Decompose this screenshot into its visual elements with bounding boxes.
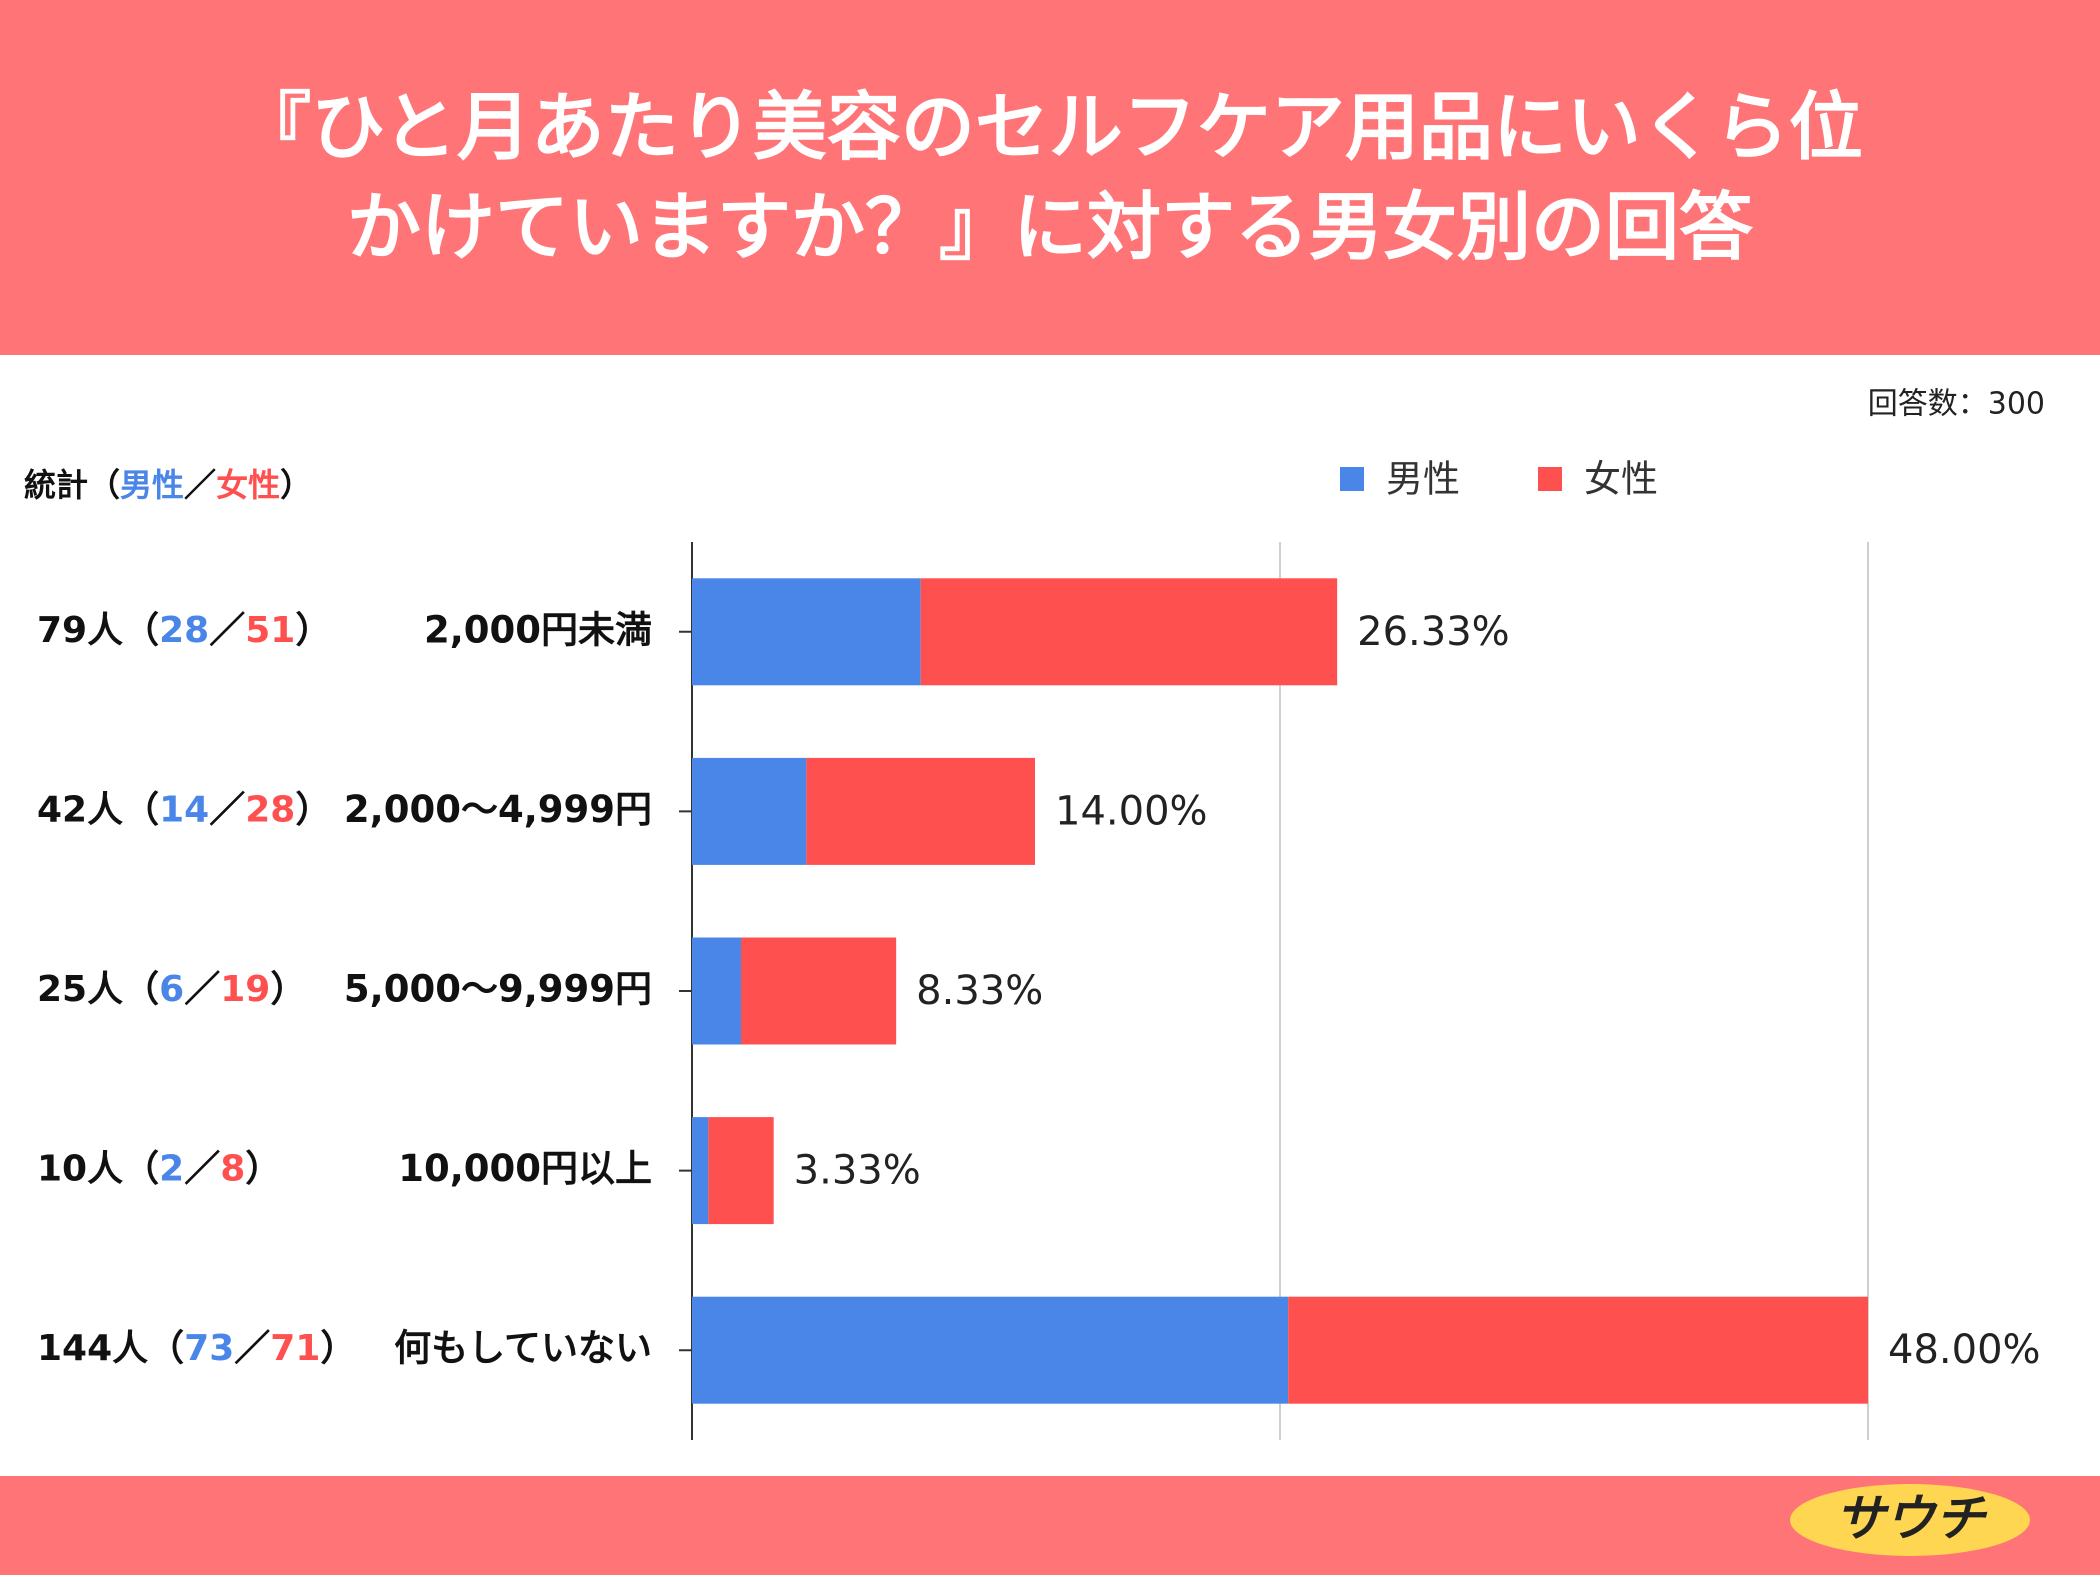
stats-row: 10人（2／8） — [37, 1149, 281, 1190]
stats-header: 統計（男性／女性） — [24, 466, 312, 504]
separator: ／ — [234, 1328, 270, 1369]
separator: ／ — [184, 1149, 220, 1190]
bar-segment — [741, 937, 897, 1045]
bracket: ） — [295, 610, 331, 651]
bracket: ） — [320, 1328, 356, 1369]
bracket: （ — [88, 466, 120, 504]
percent-label: 8.33% — [916, 968, 1043, 1014]
y-tick-label: 何もしていない — [394, 1327, 652, 1370]
female-count: 51 — [245, 610, 295, 651]
note: 回答数：300 — [1868, 387, 2045, 422]
header-band — [0, 0, 2100, 355]
separator: ／ — [209, 610, 245, 651]
stats-row: 144人（73／71） — [37, 1328, 356, 1369]
separator: ／ — [184, 969, 220, 1010]
female-count: 71 — [270, 1328, 320, 1369]
bracket: （ — [123, 610, 159, 651]
y-tick-label: 2,000円未満 — [424, 608, 652, 651]
separator: ／ — [209, 789, 245, 830]
female-count: 19 — [220, 969, 270, 1010]
male-count: 14 — [159, 789, 209, 830]
male-count: 2 — [159, 1149, 184, 1190]
male-count: 73 — [184, 1328, 234, 1369]
percent-label: 14.00% — [1055, 788, 1208, 834]
stats-row: 25人（6／19） — [37, 969, 306, 1010]
y-tick-label: 5,000〜9,999円 — [344, 968, 652, 1011]
bracket: ） — [245, 1149, 281, 1190]
y-tick-label: 2,000〜4,999円 — [344, 788, 652, 831]
female-count: 8 — [220, 1149, 245, 1190]
bar-segment — [1288, 1296, 1868, 1404]
bracket: ） — [270, 969, 306, 1010]
bar-segment — [692, 937, 741, 1045]
chart-title: かけていますか？』に対する男女別の回答 — [347, 185, 1754, 271]
logo-bg — [1790, 1484, 2030, 1556]
bracket: （ — [123, 1149, 159, 1190]
total: 25人 — [37, 969, 123, 1010]
percent-label: 26.33% — [1357, 609, 1510, 655]
total: 42人 — [37, 789, 123, 830]
male-count: 28 — [159, 610, 209, 651]
legend-label: 男性 — [1386, 458, 1460, 501]
bar-segment — [692, 578, 921, 686]
female-label: 女性 — [216, 466, 280, 504]
total: 10人 — [37, 1149, 123, 1190]
bracket: ） — [295, 789, 331, 830]
legend-label: 女性 — [1584, 458, 1658, 501]
percent-label: 3.33% — [794, 1148, 921, 1194]
percent-label: 48.00% — [1888, 1327, 2041, 1373]
logo: サウチ — [1835, 1490, 1988, 1548]
bar-segment — [806, 757, 1035, 865]
bracket: （ — [148, 1328, 184, 1369]
bracket: ） — [280, 466, 312, 504]
bar-segment — [692, 757, 807, 865]
female-count: 28 — [245, 789, 295, 830]
stats-label: 統計 — [24, 466, 88, 504]
legend-swatch — [1340, 467, 1364, 491]
bar-segment — [692, 1296, 1289, 1404]
total: 79人 — [37, 610, 123, 651]
stats-row: 42人（14／28） — [37, 789, 331, 830]
bar-segment — [692, 1117, 709, 1225]
bracket: （ — [123, 789, 159, 830]
separator: ／ — [184, 466, 216, 504]
male-count: 6 — [159, 969, 184, 1010]
legend-swatch — [1538, 467, 1562, 491]
bracket: （ — [123, 969, 159, 1010]
y-tick-label: 10,000円以上 — [398, 1147, 652, 1190]
chart-title: 『ひと月あたり美容のセルフケア用品にいくら位 — [237, 85, 1863, 171]
stats-row: 79人（28／51） — [37, 610, 331, 651]
bar-segment — [920, 578, 1338, 686]
male-label: 男性 — [120, 466, 184, 504]
total: 144人 — [37, 1328, 148, 1369]
footer-band — [0, 1476, 2100, 1575]
bar-segment — [708, 1117, 774, 1225]
